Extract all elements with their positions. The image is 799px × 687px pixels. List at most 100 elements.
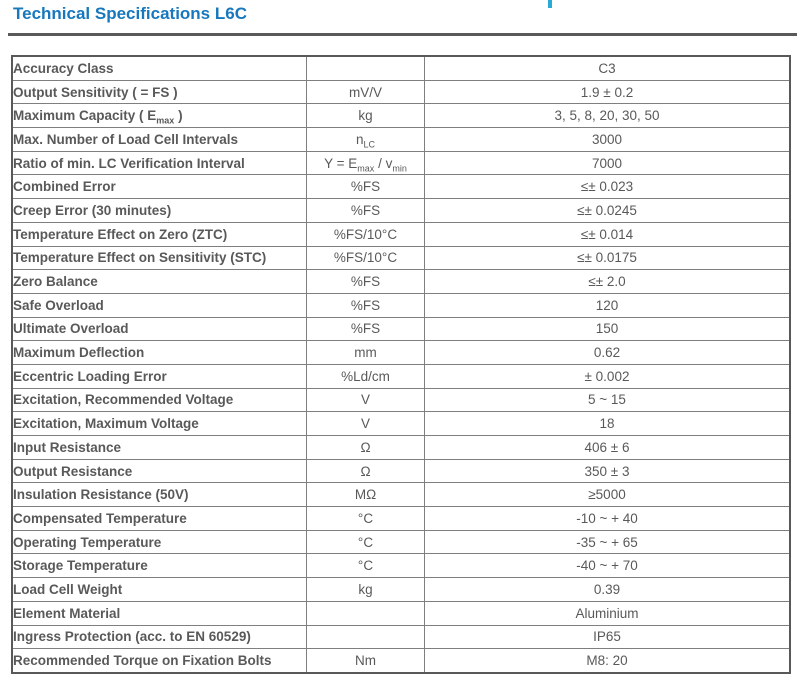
spec-value-cell: 7000 [424,150,791,176]
table-row: Element Material Aluminium [11,600,791,626]
page-title: Technical Specifications L6C [13,4,247,23]
spec-label-cell: Temperature Effect on Sensitivity (STC) [11,245,307,271]
spec-label-cell: Combined Error [11,174,307,200]
table-row: Recommended Torque on Fixation Bolts Nm M8… [11,648,791,674]
spec-label-cell: Recommended Torque on Fixation Bolts [11,648,307,674]
table-row: Load Cell Weight kg 0.39 [11,577,791,602]
spec-label-cell: Temperature Effect on Zero (ZTC) [11,221,307,247]
spec-unit-cell: °C [306,553,425,579]
technical-specifications-table: Accuracy Class C3 Output Sensitivity ( = F… [11,55,791,674]
table-row: Creep Error (30 minutes) %FS ≤± 0.0245 [11,198,791,223]
spec-label-cell: Ratio of min. LC Verification Interval [11,150,307,176]
spec-label-cell: Operating Temperature [11,529,307,555]
spec-unit-cell: nLC [306,127,425,152]
spec-label-cell: Compensated Temperature [11,506,307,531]
spec-unit-cell: Nm [306,648,425,674]
spec-value-cell: 0.62 [424,340,791,365]
spec-label-cell: Storage Temperature [11,553,307,579]
spec-unit-cell: %FS/10°C [306,245,425,271]
spec-unit-cell: %FS [306,269,425,294]
spec-value-cell: -40 ~ + 70 [424,553,791,579]
spec-label-cell: Output Resistance [11,458,307,484]
spec-unit-cell [306,624,425,650]
table-row: Temperature Effect on Sensitivity (STC)%… [11,245,791,271]
table-row: Max. Number of Load Cell Intervals nLC 300… [11,127,791,152]
spec-label-cell: Safe Overload [11,292,307,318]
spec-value-cell: -10 ~ + 40 [424,506,791,531]
spec-value-cell: ≥5000 [424,482,791,508]
table-row: Maximum Deflection mm 0.62 [11,340,791,365]
spec-label-cell: Insulation Resistance (50V) [11,482,307,508]
table-row: Ingress Protection (acc. to EN 60529) IP6… [11,624,791,650]
spec-label-cell: Excitation, Maximum Voltage [11,411,307,436]
table-row: Eccentric Loading Error %Ld/cm ± 0.002 [11,363,791,389]
spec-unit-cell: %FS [306,316,425,342]
spec-unit-cell: °C [306,529,425,555]
table-row: Insulation Resistance (50V) MΩ ≥5000 [11,482,791,508]
spec-label-cell: Zero Balance [11,269,307,294]
spec-label-cell: Creep Error (30 minutes) [11,198,307,223]
spec-unit-cell [306,600,425,626]
table-row: Storage Temperature °C -40 ~ + 70 [11,553,791,579]
spec-unit-cell: %Ld/cm [306,363,425,389]
spec-value-cell: ≤± 0.0245 [424,198,791,223]
spec-label-cell: Output Sensitivity ( = FS ) [11,79,307,105]
table-row: Zero Balance %FS ≤± 2.0 [11,269,791,294]
table-row: Input Resistance Ω 406 ± 6 [11,435,791,460]
title-divider-rule [8,33,797,36]
spec-value-cell: 3000 [424,127,791,152]
spec-label-cell: Load Cell Weight [11,577,307,602]
spec-value-cell: 1.9 ± 0.2 [424,79,791,105]
spec-value-cell: 350 ± 3 [424,458,791,484]
spec-unit-cell: %FS/10°C [306,221,425,247]
spec-unit-cell: °C [306,506,425,531]
page-top-cropped-logo-artifact [548,0,552,8]
table-row: Excitation, Recommended Voltage V 5 ~ 15 [11,387,791,413]
spec-value-cell: ± 0.002 [424,363,791,389]
spec-value-cell: ≤± 2.0 [424,269,791,294]
spec-value-cell: M8: 20 [424,648,791,674]
spec-unit-cell: %FS [306,292,425,318]
spec-value-cell: 120 [424,292,791,318]
spec-label-cell: Maximum Capacity ( Emax ) [11,103,307,129]
spec-unit-cell: V [306,411,425,436]
table-row: Output Sensitivity ( = FS ) mV/V 1.9 ± 0.2 [11,79,791,105]
spec-value-cell: 150 [424,316,791,342]
spec-label-cell: Excitation, Recommended Voltage [11,387,307,413]
spec-unit-cell [306,55,425,81]
spec-label-cell: Input Resistance [11,435,307,460]
spec-unit-cell: mV/V [306,79,425,105]
spec-unit-cell: MΩ [306,482,425,508]
table-row: Output Resistance Ω 350 ± 3 [11,458,791,484]
spec-label-cell: Eccentric Loading Error [11,363,307,389]
spec-value-cell: -35 ~ + 65 [424,529,791,555]
spec-label-cell: Accuracy Class [11,55,307,81]
table-row: Maximum Capacity ( Emax ) kg 3, 5, 8, 20, … [11,103,791,129]
table-row: Operating Temperature °C -35 ~ + 65 [11,529,791,555]
spec-unit-cell: mm [306,340,425,365]
spec-value-cell: Aluminium [424,600,791,626]
table-row: Compensated Temperature °C -10 ~ + 40 [11,506,791,531]
spec-label-cell: Maximum Deflection [11,340,307,365]
spec-label-cell: Ultimate Overload [11,316,307,342]
spec-value-cell: 406 ± 6 [424,435,791,460]
spec-value-cell: ≤± 0.023 [424,174,791,200]
spec-value-cell: C3 [424,55,791,81]
spec-unit-cell: kg [306,103,425,129]
table-row: Safe Overload %FS 120 [11,292,791,318]
spec-label-cell: Element Material [11,600,307,626]
spec-label-cell: Ingress Protection (acc. to EN 60529) [11,624,307,650]
spec-unit-cell: Y = Emax / vmin [306,150,425,176]
spec-unit-cell: %FS [306,198,425,223]
spec-value-cell: 3, 5, 8, 20, 30, 50 [424,103,791,129]
spec-value-cell: ≤± 0.014 [424,221,791,247]
spec-table-body: Accuracy Class C3 Output Sensitivity ( = F… [11,55,791,674]
spec-label-cell: Max. Number of Load Cell Intervals [11,127,307,152]
table-row: Ultimate Overload %FS 150 [11,316,791,342]
spec-unit-cell: Ω [306,435,425,460]
spec-value-cell: 18 [424,411,791,436]
spec-value-cell: IP65 [424,624,791,650]
table-row: Accuracy Class C3 [11,55,791,81]
spec-unit-cell: %FS [306,174,425,200]
spec-unit-cell: V [306,387,425,413]
